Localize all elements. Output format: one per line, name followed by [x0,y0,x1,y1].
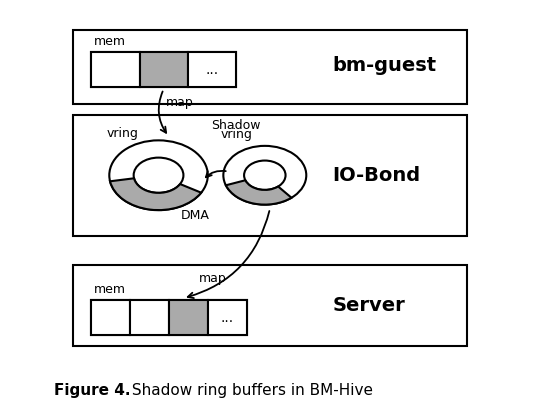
Bar [208,300,247,335]
Text: Server: Server [332,296,405,315]
Bar [91,300,247,335]
Bar [91,300,130,335]
Text: ...: ... [206,63,219,77]
Text: Shadow: Shadow [212,119,261,132]
Bar [139,52,188,87]
Wedge shape [110,178,201,210]
Text: map: map [166,96,194,109]
Text: mem: mem [94,283,126,296]
Text: IO-Bond: IO-Bond [332,166,420,185]
Text: map: map [199,273,226,286]
Wedge shape [226,180,292,204]
Bar [169,300,208,335]
Text: vring: vring [220,129,252,141]
Bar [91,52,237,87]
Text: ...: ... [221,310,234,324]
Bar [73,115,467,236]
Bar [188,52,237,87]
Text: vring: vring [106,126,138,140]
Text: Figure 4.: Figure 4. [54,383,131,398]
Bar [73,265,467,346]
Text: mem: mem [94,35,126,48]
Bar [73,30,467,104]
Bar [91,52,139,87]
Text: DMA: DMA [180,209,210,222]
Bar [130,300,169,335]
Text: bm-guest: bm-guest [332,55,436,75]
Text: Shadow ring buffers in BM-Hive: Shadow ring buffers in BM-Hive [127,383,373,398]
